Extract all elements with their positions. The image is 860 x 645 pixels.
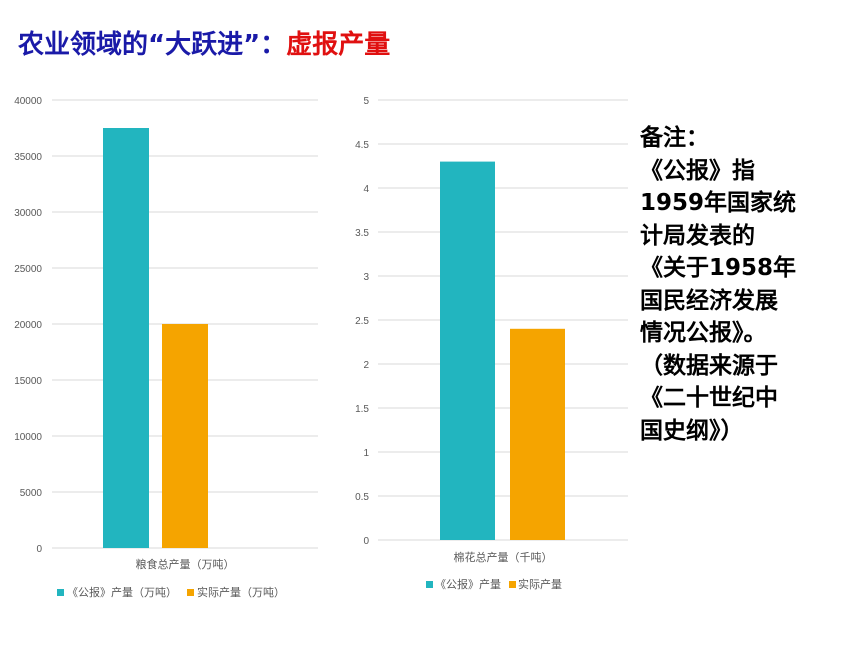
y-tick-label: 30000 <box>14 208 42 219</box>
legend-label: 实际产量（万吨） <box>197 585 285 599</box>
y-tick-label: 5 <box>363 96 369 107</box>
note-line: 情况公报》。 <box>640 320 767 346</box>
y-tick-label: 1 <box>363 448 369 459</box>
y-tick-label: 10000 <box>14 432 42 443</box>
y-tick-label: 1.5 <box>355 404 369 415</box>
note-line: 《关于1958年 <box>640 255 797 281</box>
x-category-label: 粮食总产量（万吨） <box>136 557 235 571</box>
y-tick-label: 35000 <box>14 152 42 163</box>
note-line: 备注： <box>640 125 709 151</box>
y-tick-label: 3.5 <box>355 228 369 239</box>
page-title: 农业领域的“大跃进”：虚报产量 <box>18 24 390 61</box>
note-line: 《公报》指 <box>640 157 755 184</box>
y-tick-label: 25000 <box>14 264 42 275</box>
x-category-label: 棉花总产量（千吨） <box>454 550 553 564</box>
legend-swatch <box>57 589 64 596</box>
legend-swatch <box>187 589 194 596</box>
note-line: （数据来源于 <box>640 352 778 379</box>
bar-gongbao <box>103 128 149 548</box>
legend-label: 《公报》产量（万吨） <box>67 585 177 599</box>
note-line: 计局发表的 <box>640 222 755 249</box>
y-tick-label: 15000 <box>14 376 42 387</box>
page-title-main: 农业领域的“大跃进”： <box>18 30 287 60</box>
bar-actual <box>510 328 565 540</box>
y-tick-label: 2.5 <box>355 316 369 327</box>
note-line: 国史纲》） <box>640 417 744 444</box>
y-tick-label: 4 <box>363 184 369 195</box>
legend-swatch <box>509 581 516 588</box>
note-panel: 备注： 《公报》指 1959年国家统 计局发表的 《关于1958年 国民经济发展… <box>640 122 845 447</box>
charts-canvas: 0 5000 10000 15000 20000 25000 30000 35000 40000… <box>14 96 628 599</box>
y-tick-label: 4.5 <box>355 140 369 151</box>
y-tick-label: 2 <box>363 360 369 371</box>
y-tick-label: 40000 <box>14 96 42 107</box>
note-line: 《二十世纪中 <box>640 385 778 411</box>
page-title-highlight: 虚报产量 <box>286 30 391 60</box>
y-tick-label: 20000 <box>14 320 42 331</box>
y-tick-label: 0 <box>36 544 42 555</box>
y-tick-label: 0.5 <box>355 492 369 503</box>
bar-actual <box>162 324 208 548</box>
note-line: 1959年国家统 <box>640 190 797 216</box>
bar-gongbao <box>440 161 495 540</box>
note-line: 国民经济发展 <box>640 287 778 314</box>
y-tick-label: 3 <box>363 272 369 283</box>
legend-label: 《公报》产量 <box>435 577 501 591</box>
y-tick-label: 0 <box>363 536 369 547</box>
y-tick-label: 5000 <box>20 488 43 499</box>
legend-label: 实际产量 <box>518 577 562 591</box>
legend-swatch <box>426 581 433 588</box>
